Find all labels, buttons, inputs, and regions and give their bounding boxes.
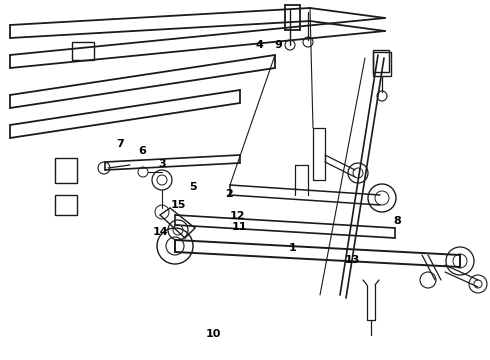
Text: 1: 1: [289, 243, 297, 253]
Text: 5: 5: [189, 182, 196, 192]
Text: 14: 14: [153, 227, 169, 237]
Text: 7: 7: [116, 139, 124, 149]
Text: 11: 11: [231, 222, 247, 232]
Text: 4: 4: [256, 40, 264, 50]
Text: 6: 6: [138, 146, 146, 156]
Text: 13: 13: [345, 255, 361, 265]
Text: 12: 12: [230, 211, 245, 221]
Text: 9: 9: [274, 40, 282, 50]
Text: 8: 8: [393, 216, 401, 226]
Bar: [373, 52, 391, 76]
Text: 2: 2: [225, 189, 233, 199]
Bar: [373, 50, 389, 72]
Text: 3: 3: [158, 159, 166, 169]
Bar: [72, 42, 94, 60]
Bar: [55, 195, 77, 215]
Text: 15: 15: [171, 200, 187, 210]
Bar: [55, 158, 77, 183]
Text: 10: 10: [205, 329, 221, 339]
